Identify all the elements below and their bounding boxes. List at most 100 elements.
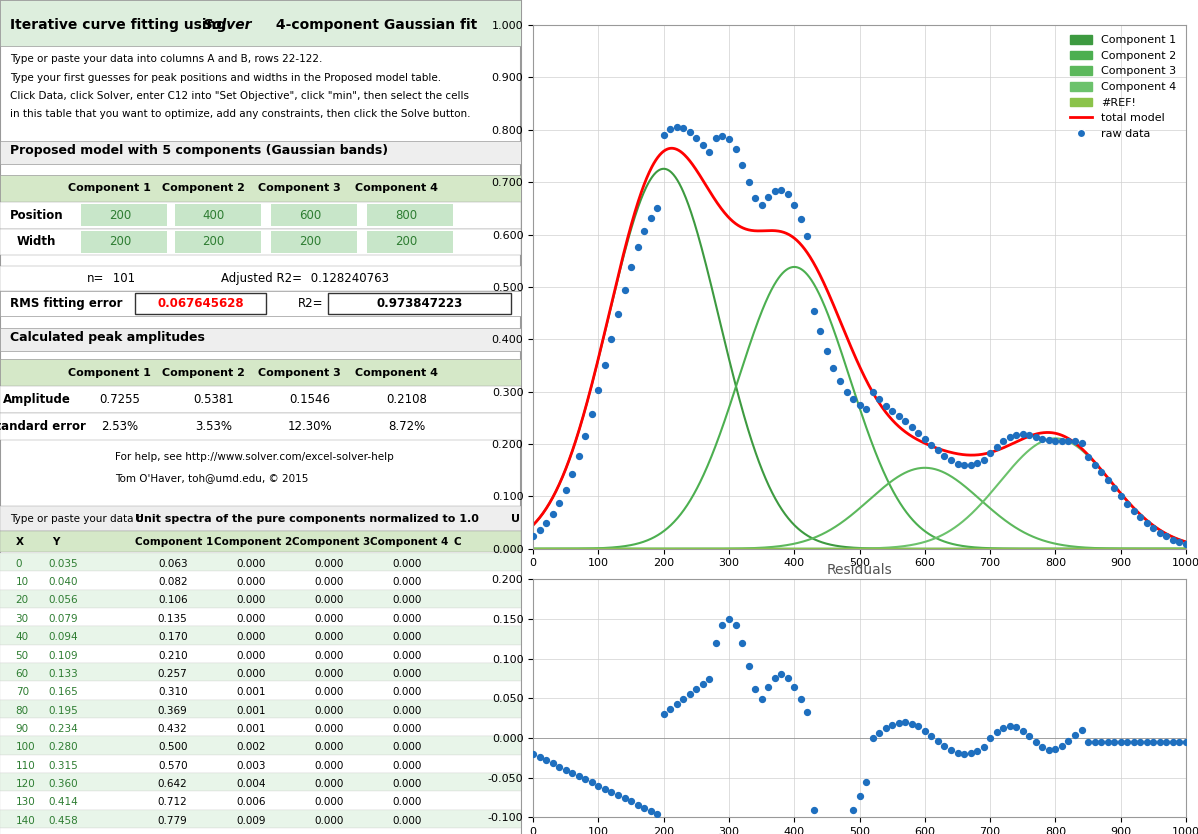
Text: 0.000: 0.000 <box>315 614 344 624</box>
Text: 0.432: 0.432 <box>158 724 188 734</box>
Point <box>974 741 993 754</box>
Component 4 <box>1059 435 1073 445</box>
Text: 50: 50 <box>16 651 29 661</box>
total model <box>1148 521 1162 531</box>
Text: 0.106: 0.106 <box>158 595 188 605</box>
Text: 0.712: 0.712 <box>158 797 188 807</box>
Text: Click Data, click Solver, enter C12 into "Set Objective", click "min", then sele: Click Data, click Solver, enter C12 into… <box>11 91 470 101</box>
Bar <box>368 204 453 226</box>
Text: Component 2: Component 2 <box>162 368 244 378</box>
raw data <box>641 211 660 224</box>
raw data <box>758 190 778 203</box>
#REF! <box>1103 543 1118 553</box>
raw data <box>609 308 628 321</box>
Text: 0.000: 0.000 <box>393 651 422 661</box>
Point <box>1137 736 1156 749</box>
Component 3 <box>1103 544 1118 554</box>
Text: Solver: Solver <box>204 18 253 32</box>
Component 3 <box>659 544 673 554</box>
Point <box>694 678 713 691</box>
Point <box>863 731 882 745</box>
Component 3 <box>1179 544 1193 554</box>
Text: 0.369: 0.369 <box>158 706 188 716</box>
raw data <box>1163 533 1182 546</box>
Component 4 <box>1148 521 1162 531</box>
raw data <box>726 143 745 156</box>
raw data <box>1131 510 1150 524</box>
raw data <box>1112 490 1131 503</box>
raw data <box>804 304 823 318</box>
Component 2 <box>787 262 801 272</box>
raw data <box>667 120 686 133</box>
raw data <box>851 398 870 411</box>
Point <box>601 786 621 799</box>
raw data <box>595 358 615 371</box>
raw data <box>1078 451 1097 465</box>
Text: 0.458: 0.458 <box>48 816 78 826</box>
Text: 101: 101 <box>109 272 135 285</box>
Text: 0.000: 0.000 <box>393 632 422 642</box>
Text: 0.000: 0.000 <box>315 742 344 752</box>
raw data <box>980 446 999 460</box>
Line: Component 4: Component 4 <box>533 439 1186 549</box>
Point <box>870 726 889 740</box>
Point <box>1150 736 1169 749</box>
Title: Residuals: Residuals <box>827 563 893 576</box>
Text: 200: 200 <box>395 235 418 249</box>
raw data <box>921 438 940 451</box>
Component 2 <box>1179 544 1193 554</box>
Component 1 <box>657 163 671 173</box>
Text: 200: 200 <box>202 235 225 249</box>
Line: total model: total model <box>533 148 1186 542</box>
raw data <box>798 229 817 242</box>
raw data <box>563 467 582 480</box>
raw data <box>830 374 849 388</box>
Text: For help, see http://www.solver.com/excel-solver-help: For help, see http://www.solver.com/exce… <box>115 452 393 462</box>
Component 2 <box>659 525 673 535</box>
Bar <box>135 293 266 314</box>
raw data <box>824 361 843 374</box>
raw data <box>942 454 961 467</box>
#REF! <box>1146 543 1161 553</box>
Text: 0.000: 0.000 <box>393 779 422 789</box>
Point <box>648 807 667 821</box>
Bar <box>0 626 521 645</box>
raw data <box>1033 432 1052 445</box>
Text: 0.7255: 0.7255 <box>99 393 140 406</box>
Text: 0.000: 0.000 <box>236 614 266 624</box>
raw data <box>530 524 549 537</box>
Point <box>595 782 615 796</box>
Text: Type or paste your data into columns A and B, rows 22-122.: Type or paste your data into columns A a… <box>11 54 322 64</box>
Point <box>824 826 843 834</box>
Text: 0.500: 0.500 <box>158 742 188 752</box>
Text: 0.2108: 0.2108 <box>386 393 426 406</box>
raw data <box>1059 434 1078 447</box>
Point <box>1000 720 1019 733</box>
Text: 0: 0 <box>16 559 22 569</box>
Point <box>1027 736 1046 749</box>
Point <box>576 772 595 786</box>
Point <box>779 671 798 685</box>
raw data <box>543 508 562 521</box>
Text: Component 3: Component 3 <box>259 183 341 193</box>
Component 3 <box>1035 535 1049 545</box>
Point <box>1118 736 1137 749</box>
Point <box>798 706 817 719</box>
Point <box>1078 736 1097 749</box>
Text: 200: 200 <box>109 235 131 249</box>
Point <box>635 801 654 815</box>
Component 4 <box>565 544 580 554</box>
Point <box>1059 735 1078 748</box>
Text: 0.079: 0.079 <box>49 614 78 624</box>
Text: in this table that you want to optimize, add any constraints, then click the Sol: in this table that you want to optimize,… <box>11 109 471 119</box>
Text: 0.128240763: 0.128240763 <box>308 272 389 285</box>
Text: 0.000: 0.000 <box>315 687 344 697</box>
Point <box>641 804 660 817</box>
Point <box>745 682 764 696</box>
Point <box>589 779 609 792</box>
Component 3 <box>918 463 932 473</box>
Point <box>980 731 999 745</box>
Bar <box>175 231 261 253</box>
Text: 0.000: 0.000 <box>236 669 266 679</box>
Text: 0.004: 0.004 <box>236 779 266 789</box>
